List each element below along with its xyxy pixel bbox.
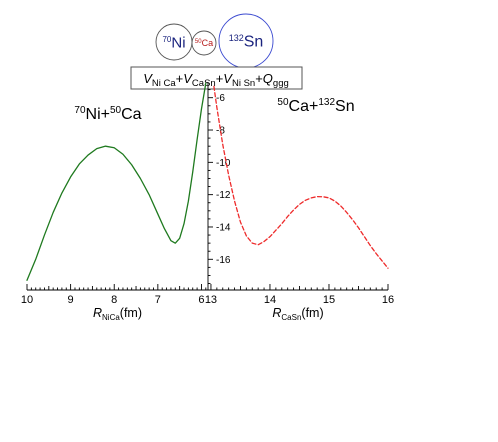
panel-label-sym1: Ca [289,98,310,115]
x-axis-label-sub: NiCa [102,313,120,322]
nucleus-label-ni: 70Ni [162,34,185,51]
potential-legend-box: VNi Ca+VCaSn+VNi Sn+Qggg [130,66,303,90]
panel-label-mass1: 50 [277,97,289,108]
series-line-left [26,82,207,281]
nucleus-mass: 50 [195,39,202,45]
potential-legend-part: Ni Ca [152,78,176,89]
nucleus-label-sn: 132Sn [229,33,264,51]
series-line-right [213,85,389,269]
x-axis-label-left: RNiCa(fm) [93,306,142,322]
potential-legend-part: CaSn [192,78,216,89]
y-tick-label: -14 [216,222,231,233]
panel-label-mass2: 132 [318,97,335,108]
x-tick-label: 16 [382,294,394,306]
potential-legend-part: + [176,71,184,86]
x-axis-label-unit: (fm) [301,306,323,320]
potential-legend-part: + [255,71,263,86]
panel-label-sym2: Sn [335,98,355,115]
potential-legend-part: Q [263,71,273,86]
x-tick-label: 13 [205,294,217,306]
y-tick-label: -12 [216,190,231,201]
x-tick-label: 8 [111,294,117,306]
potential-legend-part: ggg [273,78,289,89]
nucleus-circle-ca [191,30,217,56]
nuclei-legend: 70Ni 50Ca 132Sn [155,13,274,69]
x-tick-label: 14 [264,294,276,306]
potential-legend-part: V [183,71,193,86]
nucleus-symbol: Sn [244,34,264,51]
nucleus-mass: 132 [229,33,244,43]
nucleus-label-ca: 50Ca [195,38,213,48]
x-axis-label-right: RCaSn(fm) [272,306,323,322]
panel-label-left: 70Ni+50Ca [74,105,141,123]
x-axis-label-var: R [272,306,281,320]
y-tick-label: -10 [216,158,231,169]
panel-label-plus: + [101,106,110,123]
x-axis-label-sub: CaSn [281,313,301,322]
x-tick-label: 7 [155,294,161,306]
x-tick-label: 9 [68,294,74,306]
y-tick-label: -16 [216,255,231,266]
y-tick-label: -6 [216,93,225,104]
x-tick-label: 10 [21,294,33,306]
panel-label-sym2: Ca [121,106,142,123]
panel-label-sym1: Ni [86,106,101,123]
x-axis-label-var: R [93,306,102,320]
x-tick-label: 15 [323,294,335,306]
panel-label-plus: + [309,98,318,115]
panel-label-right: 50Ca+132Sn [277,97,354,115]
x-tick-label: 6 [198,294,204,306]
panel-label-mass1: 70 [74,105,86,116]
nucleus-symbol: Ca [202,38,214,48]
nucleus-mass: 70 [162,35,171,44]
potential-legend-part: V [143,71,153,86]
potential-legend-text: VNi Ca+VCaSn+VNi Sn+Qggg [143,71,289,89]
series [26,82,389,281]
panel-label-mass2: 50 [110,105,122,116]
potential-legend-part: V [223,71,233,86]
nucleus-symbol: Ni [171,34,185,51]
potential-legend-part: + [216,71,224,86]
x-axis-label-unit: (fm) [120,306,142,320]
potential-legend-part: Ni Sn [232,78,255,89]
